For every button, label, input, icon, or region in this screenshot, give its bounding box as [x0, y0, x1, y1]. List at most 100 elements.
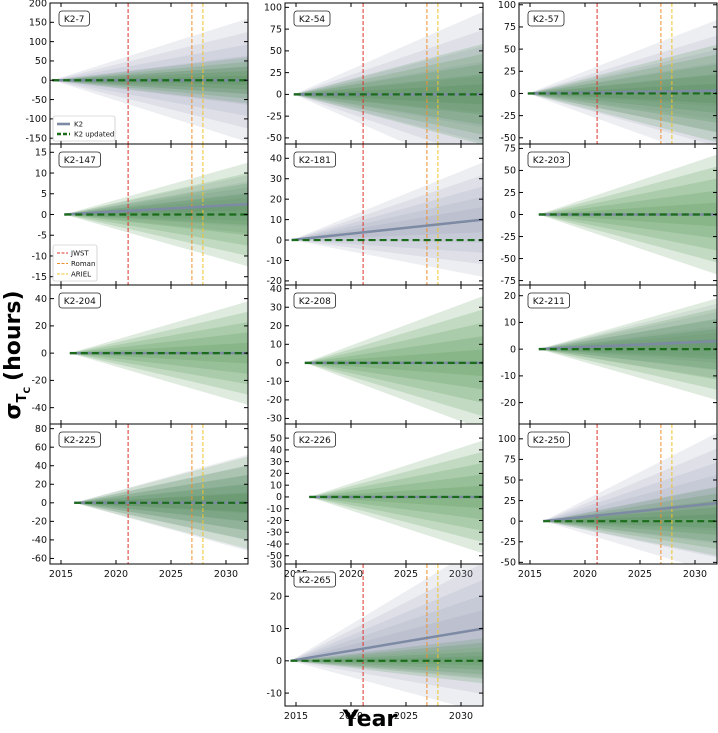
k2-band-2 — [543, 448, 717, 558]
panel-frame — [49, 423, 249, 565]
k2-updated-band-1 — [290, 638, 483, 684]
k2-mean-line — [291, 218, 483, 242]
y-tick-label: 50 — [270, 46, 282, 57]
legend-entry: K2 updated — [74, 131, 114, 139]
y-tick-label: -25 — [500, 232, 516, 243]
y-tick-label: -10 — [266, 256, 282, 267]
x-tick-label: 2020 — [339, 711, 363, 722]
k2-band-3 — [543, 462, 717, 544]
panel-k2-208: -30 -20 -10 0 10 20 30 40 K2-208 — [266, 284, 484, 425]
panel-label-box — [58, 151, 101, 168]
plot-area — [74, 424, 248, 564]
y-tick-label: 10 — [504, 318, 516, 329]
y-tick-label: 30 — [270, 559, 282, 570]
legend-missions: JWST Roman ARIEL — [52, 244, 98, 282]
y-tick-label: 100 — [498, 434, 516, 445]
k2-band-5 — [538, 332, 717, 350]
y-tick-label: 75 — [504, 455, 516, 466]
panel-label-box — [527, 10, 565, 27]
y-tick-label: 20 — [270, 194, 282, 205]
y-tick-label: 0 — [510, 210, 516, 221]
k2-band-1 — [290, 564, 483, 706]
k2-mean-line — [538, 339, 717, 351]
panel-label: K2-203 — [533, 156, 565, 166]
y-tick-label: 10 — [270, 480, 282, 491]
y-tick-label: 40 — [270, 284, 282, 295]
y-tick-label: 20 — [270, 592, 282, 603]
panel-label: K2-57 — [533, 15, 559, 25]
y-tick-label: 200 — [29, 0, 47, 9]
y-tick-label: 0 — [41, 76, 47, 87]
panel-label: K2-226 — [299, 436, 331, 446]
panel-frame — [284, 563, 484, 707]
y-tick-label: 40 — [35, 294, 47, 305]
plot-area — [290, 564, 483, 706]
svg-text:σTC(hours): σTC (hours) — [1, 290, 33, 419]
y-tick-label: 0 — [510, 89, 516, 100]
y-tick-label: -50 — [266, 551, 282, 562]
y-axis-label-symbol: σ — [1, 402, 26, 419]
legend-box — [52, 115, 116, 142]
plot-area — [538, 154, 717, 275]
y-tick-label: -40 — [31, 535, 47, 546]
y-tick-label: 50 — [504, 166, 516, 177]
y-tick-label: 0 — [510, 344, 516, 355]
k2-band-1 — [543, 433, 717, 564]
k2-band-4 — [64, 192, 248, 216]
y-tick-label: -40 — [31, 403, 47, 414]
k2-band-1 — [64, 175, 248, 234]
panel-label: K2-204 — [64, 297, 96, 307]
k2-band-5 — [543, 487, 717, 522]
y-tick-label: 30 — [270, 303, 282, 314]
panel-k2-203: -75 -50 -25 0 25 50 75 K2-203 — [500, 143, 718, 287]
x-tick-label: 2015 — [284, 711, 308, 722]
plot-area — [527, 3, 717, 144]
y-tick-label: 0 — [41, 348, 47, 359]
y-tick-label: 40 — [35, 461, 47, 472]
legend-entry: Roman — [71, 260, 95, 268]
k2-band-5 — [290, 610, 483, 661]
x-tick-label: 2030 — [449, 569, 473, 580]
y-tick-label: 75 — [504, 22, 516, 33]
plot-area — [538, 298, 717, 400]
y-tick-label: -50 — [500, 254, 516, 265]
panel-k2-250: -50 -25 0 25 50 75 100 2015 2020 2025 2030 K2-250 — [498, 423, 718, 580]
plot-area — [52, 3, 248, 144]
k2-updated-band-4 — [290, 651, 483, 670]
y-tick-label: -50 — [500, 558, 516, 569]
y-tick-label: -10 — [266, 377, 282, 388]
k2-band-2 — [293, 29, 483, 144]
y-tick-label: -10 — [266, 688, 282, 699]
k2-band-1 — [293, 11, 483, 144]
k2-band-2 — [538, 311, 717, 371]
y-tick-label: 20 — [35, 321, 47, 332]
x-tick-label: 2015 — [518, 569, 542, 580]
y-tick-label: 100 — [498, 0, 516, 11]
y-axis-label: σTC (hours) — [1, 290, 33, 419]
y-tick-label: 50 — [504, 44, 516, 55]
legend-entry: K2 — [74, 121, 83, 129]
plot-area — [64, 144, 248, 285]
y-tick-label: 25 — [504, 188, 516, 199]
y-tick-label: -50 — [31, 95, 47, 106]
y-tick-label: 0 — [276, 90, 282, 101]
y-tick-label: 100 — [264, 3, 282, 14]
panel-k2-225: -60 -40 -20 0 20 40 60 80 2015 2020 2025 2030 K2-225 — [31, 423, 249, 580]
panel-label: K2-54 — [299, 15, 326, 25]
k2-mean-line — [543, 501, 717, 523]
y-tick-label: -20 — [500, 398, 516, 409]
y-tick-label: 150 — [29, 18, 47, 29]
k2-band-1 — [538, 303, 717, 379]
panel-label-box — [527, 431, 570, 448]
y-tick-label: 0 — [41, 498, 47, 509]
panel-k2-211: -20 -10 0 10 20 K2-211 — [500, 284, 718, 425]
panel-label-box — [293, 10, 331, 27]
y-tick-label: -25 — [500, 537, 516, 548]
x-tick-label: 2025 — [394, 569, 418, 580]
plot-area — [293, 3, 483, 144]
panel-k2-204: -40 -20 0 20 40 K2-204 — [31, 284, 249, 425]
k2-updated-band-2 — [290, 642, 483, 679]
plot-area — [291, 144, 483, 285]
y-axis-label-subsubscript: C — [23, 387, 33, 394]
y-tick-label: -10 — [266, 504, 282, 515]
